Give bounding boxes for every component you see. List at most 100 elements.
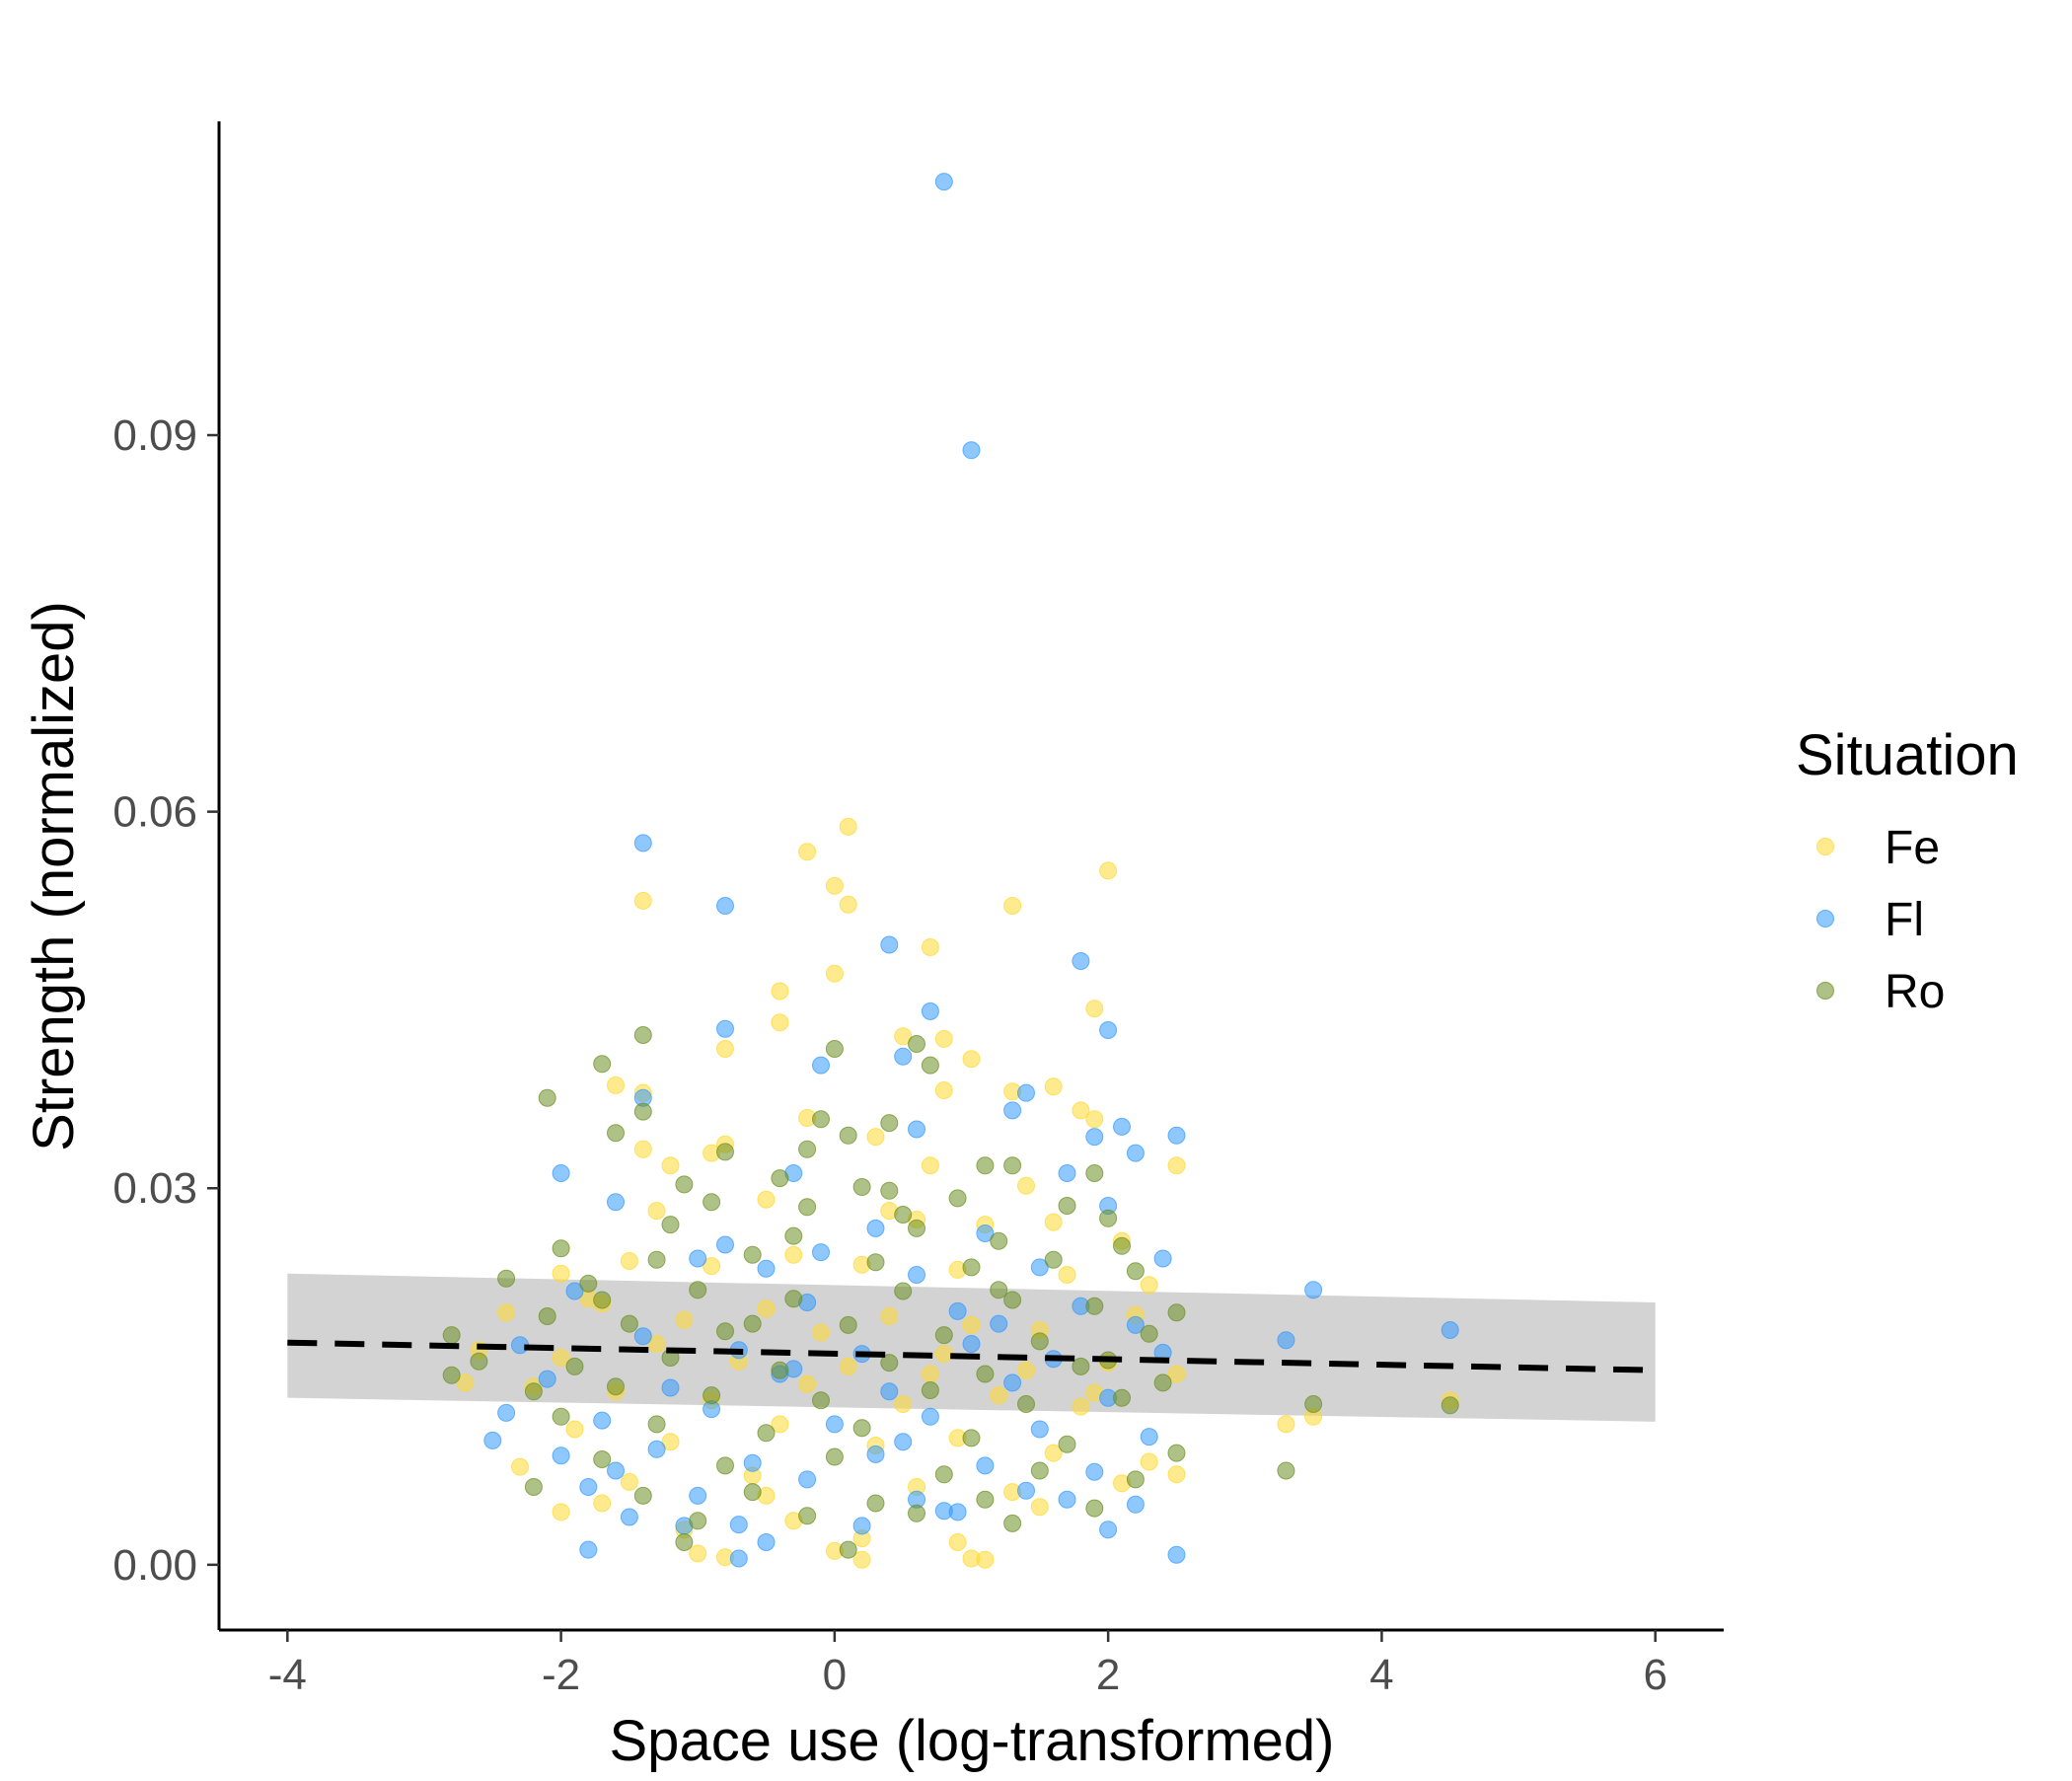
data-point-fl	[1153, 1249, 1172, 1268]
legend-entries: Fe Fl Ro	[1816, 822, 1945, 1018]
data-point-ro	[771, 1361, 789, 1379]
data-point-ro	[1113, 1236, 1131, 1255]
data-point-fl	[1113, 1117, 1131, 1136]
data-point-fe	[771, 1013, 789, 1032]
data-point-fe	[934, 1029, 953, 1048]
data-point-fe	[497, 1303, 516, 1322]
data-point-fe	[839, 1357, 857, 1375]
data-point-ro	[839, 1126, 857, 1145]
data-point-fl	[1017, 1481, 1035, 1500]
data-point-fl	[497, 1403, 516, 1422]
data-point-fe	[1072, 1101, 1090, 1120]
data-point-fl	[1030, 1420, 1049, 1439]
data-point-ro	[497, 1269, 516, 1288]
data-point-fe	[921, 1365, 939, 1383]
data-point-fe	[812, 1323, 830, 1342]
data-point-ro	[743, 1245, 762, 1264]
data-point-ro	[798, 1198, 817, 1217]
data-point-fl	[579, 1478, 598, 1496]
data-point-ro	[703, 1386, 721, 1405]
data-point-ro	[689, 1281, 707, 1299]
data-point-fe	[1085, 1110, 1104, 1129]
data-point-fe	[825, 876, 844, 895]
data-point-ro	[538, 1307, 556, 1325]
data-point-fl	[483, 1431, 502, 1449]
data-point-fe	[689, 1544, 707, 1563]
data-point-fe	[825, 964, 844, 983]
points-layer	[442, 173, 1459, 1569]
legend-label-fl: Fl	[1885, 894, 1924, 946]
series-ro	[442, 1026, 1459, 1559]
data-point-fl	[1304, 1281, 1323, 1299]
x-tick-label: -2	[542, 1651, 580, 1699]
data-point-fl	[880, 935, 899, 954]
data-point-ro	[1126, 1262, 1145, 1281]
data-point-ro	[1099, 1209, 1118, 1227]
data-point-ro	[675, 1533, 694, 1551]
data-point-ro	[689, 1512, 707, 1530]
data-point-fe	[661, 1433, 680, 1451]
data-point-fl	[852, 1517, 871, 1535]
data-point-ro	[839, 1315, 857, 1334]
data-point-fe	[921, 938, 939, 956]
data-point-ro	[593, 1055, 612, 1074]
data-point-ro	[593, 1291, 612, 1309]
legend-key-ro	[1816, 982, 1834, 1000]
data-point-ro	[1167, 1303, 1186, 1322]
data-point-ro	[1140, 1324, 1158, 1343]
data-point-ro	[1153, 1373, 1172, 1392]
data-point-ro	[1058, 1435, 1076, 1453]
data-point-fl	[894, 1433, 913, 1451]
data-point-fe	[716, 1040, 734, 1058]
data-point-fl	[607, 1193, 625, 1212]
data-point-ro	[771, 1169, 789, 1188]
data-point-ro	[798, 1507, 817, 1525]
data-point-fl	[1072, 952, 1090, 970]
data-point-fe	[1140, 1276, 1158, 1295]
data-point-fl	[866, 1219, 885, 1237]
data-point-fl	[825, 1415, 844, 1434]
data-point-ro	[1030, 1461, 1049, 1480]
data-point-ro	[1277, 1461, 1295, 1480]
legend-label-ro: Ro	[1885, 966, 1945, 1018]
data-point-ro	[908, 1504, 925, 1522]
data-point-fl	[894, 1047, 913, 1066]
data-point-ro	[703, 1193, 721, 1212]
data-point-fe	[976, 1550, 995, 1569]
data-point-fe	[934, 1345, 953, 1364]
x-tick-label: 0	[823, 1651, 847, 1699]
data-point-fl	[934, 173, 953, 191]
data-point-fe	[647, 1335, 666, 1353]
data-point-fe	[511, 1457, 529, 1476]
data-point-fl	[962, 441, 981, 460]
data-point-ro	[620, 1314, 638, 1333]
data-point-ro	[852, 1178, 871, 1196]
data-point-fe	[894, 1395, 913, 1413]
data-point-fl	[1126, 1495, 1145, 1514]
data-point-ro	[934, 1326, 953, 1345]
data-point-fl	[1003, 1373, 1022, 1392]
legend-title: Situation	[1796, 723, 2019, 787]
data-point-fl	[1058, 1164, 1076, 1182]
data-point-fe	[593, 1494, 612, 1513]
data-point-ro	[552, 1239, 570, 1258]
data-point-fl	[812, 1243, 830, 1262]
data-point-fe	[1167, 1156, 1186, 1175]
data-point-ro	[990, 1231, 1008, 1250]
data-point-ro	[647, 1415, 666, 1434]
axes-layer	[217, 121, 1724, 1632]
series-fl	[483, 173, 1459, 1568]
data-point-fl	[633, 834, 652, 853]
data-point-ro	[948, 1189, 967, 1208]
data-point-ro	[442, 1326, 461, 1345]
data-point-fl	[1030, 1258, 1049, 1277]
data-point-ro	[880, 1114, 899, 1133]
data-point-fe	[852, 1550, 871, 1569]
data-point-ro	[784, 1290, 803, 1308]
data-point-ro	[1441, 1396, 1459, 1415]
data-point-fl	[1099, 1021, 1118, 1039]
data-point-fe	[784, 1245, 803, 1264]
data-point-fl	[908, 1266, 925, 1284]
data-point-ro	[1072, 1357, 1090, 1375]
